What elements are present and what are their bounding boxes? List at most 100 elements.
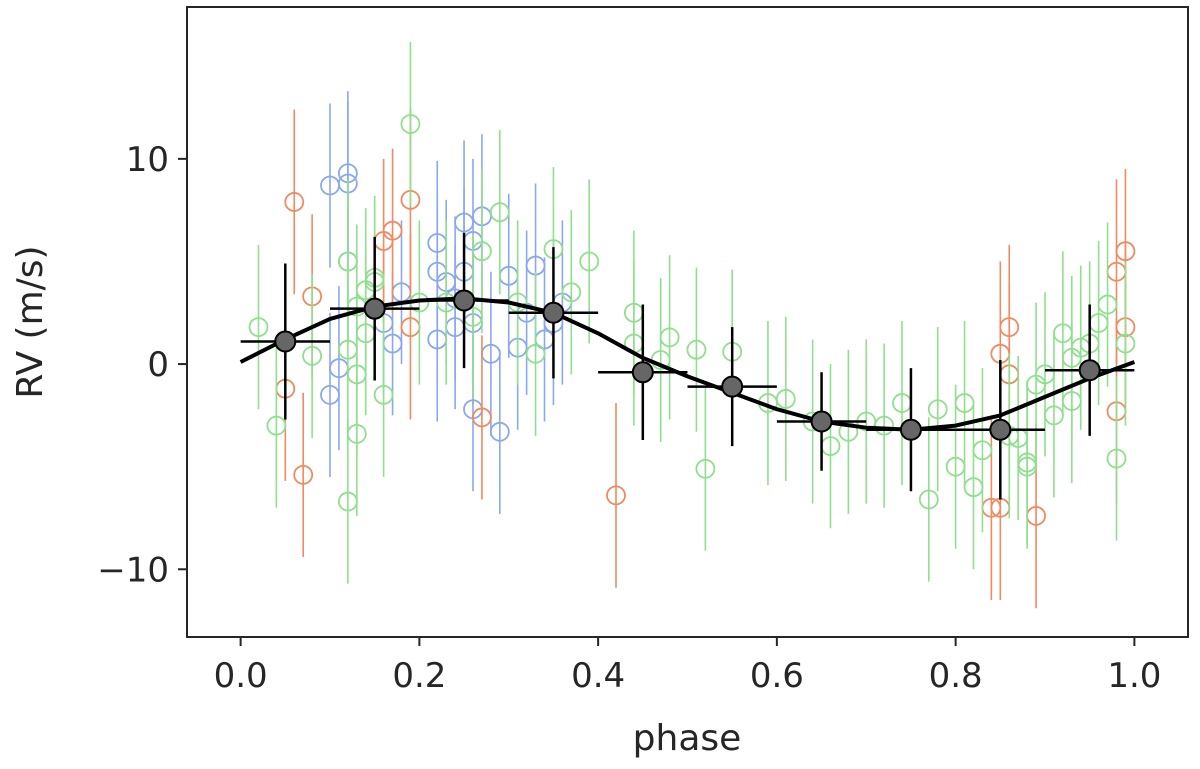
data-marker	[248, 317, 269, 338]
x-axis-label: phase	[633, 718, 742, 759]
data-marker	[918, 489, 939, 510]
data-layer	[248, 41, 1136, 609]
binned-layer	[240, 232, 1135, 500]
binned-marker	[810, 410, 833, 433]
data-point	[963, 405, 984, 570]
data-marker	[963, 477, 984, 498]
data-marker	[838, 421, 859, 442]
data-point	[1044, 333, 1064, 498]
data-point	[874, 343, 895, 508]
binned-marker	[631, 361, 654, 384]
x-tick-label: 0.4	[571, 656, 625, 696]
data-marker	[561, 282, 582, 303]
data-point	[320, 312, 340, 477]
binned-point	[687, 327, 777, 447]
binned-marker	[1078, 359, 1101, 382]
data-marker	[373, 384, 394, 405]
data-marker	[472, 407, 492, 428]
x-tick-label: 0.2	[392, 656, 446, 696]
data-point	[534, 257, 555, 422]
data-point	[686, 267, 707, 432]
data-marker	[525, 343, 546, 364]
model-curve	[239, 296, 1136, 432]
data-point	[579, 179, 600, 344]
binned-marker	[453, 289, 476, 312]
binned-marker	[989, 418, 1012, 441]
data-point	[489, 130, 510, 295]
binned-point	[776, 372, 867, 471]
model-layer	[239, 296, 1136, 432]
data-point	[400, 234, 421, 420]
data-point	[320, 103, 340, 268]
x-tick-label: 1.0	[1107, 656, 1161, 696]
data-point	[302, 273, 323, 438]
data-marker	[775, 389, 796, 409]
data-point	[472, 335, 492, 500]
data-point	[892, 320, 912, 486]
binned-point	[330, 236, 420, 381]
data-marker	[1115, 333, 1136, 354]
binned-point	[419, 232, 509, 369]
binned-point	[508, 247, 599, 379]
x-tick-label: 0.6	[750, 656, 804, 696]
data-marker	[489, 421, 510, 442]
binned-marker	[721, 375, 744, 398]
data-marker	[320, 384, 340, 405]
data-point	[293, 392, 314, 557]
data-point	[373, 312, 394, 477]
data-point	[427, 257, 448, 422]
data-marker	[302, 345, 323, 366]
data-point	[918, 417, 939, 582]
data-marker	[999, 317, 1020, 338]
data-point	[1115, 261, 1136, 426]
data-point	[650, 277, 671, 443]
data-point	[1097, 222, 1118, 387]
data-point	[337, 267, 358, 432]
data-point	[1017, 380, 1038, 545]
data-marker	[1106, 448, 1127, 469]
data-point	[337, 419, 358, 584]
axes-layer: 0.0 0.2 0.4 0.6 0.8 1.0 −10 0 10	[97, 140, 1161, 696]
data-point	[945, 384, 966, 549]
data-point	[382, 148, 403, 313]
data-point	[346, 292, 367, 457]
data-marker	[1061, 348, 1082, 368]
data-point	[498, 193, 519, 358]
data-point	[623, 261, 644, 426]
data-marker	[606, 485, 626, 506]
data-point	[391, 220, 412, 365]
y-tick-label: −10	[97, 550, 169, 590]
data-point	[355, 251, 376, 416]
data-marker	[927, 399, 948, 420]
x-tick-label: 0.0	[214, 656, 268, 696]
binned-point	[955, 359, 1045, 500]
data-marker	[400, 114, 421, 134]
y-tick-label: 0	[147, 345, 169, 385]
data-point	[1061, 275, 1082, 440]
data-point	[659, 255, 680, 420]
data-point	[972, 368, 993, 533]
binned-point	[240, 263, 330, 420]
data-point	[284, 109, 305, 295]
data-point	[954, 320, 975, 486]
plot-frame	[186, 6, 1189, 638]
data-point	[1035, 292, 1055, 457]
y-tick-label: 10	[126, 140, 169, 180]
data-point	[927, 327, 948, 492]
data-marker	[695, 458, 716, 479]
data-point	[436, 220, 457, 385]
data-point	[838, 349, 859, 514]
data-point	[775, 316, 796, 482]
data-point	[489, 349, 510, 514]
binned-marker	[363, 297, 386, 320]
data-point	[248, 245, 269, 410]
y-axis-label: RV (m/s)	[10, 245, 51, 398]
data-marker	[1017, 452, 1038, 473]
data-point	[1106, 376, 1127, 541]
data-marker	[284, 192, 305, 212]
data-marker	[659, 327, 680, 348]
data-marker	[579, 251, 600, 272]
data-point	[606, 403, 626, 588]
data-point	[266, 343, 287, 508]
